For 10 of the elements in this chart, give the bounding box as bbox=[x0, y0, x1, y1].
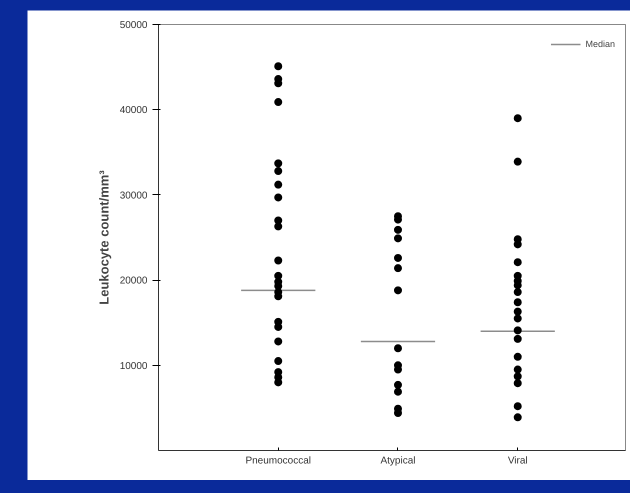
y-axis-title: Leukocyte count/mm³ bbox=[96, 170, 112, 305]
x-tick-label: Viral bbox=[508, 456, 528, 466]
y-tick-label: 20000 bbox=[120, 276, 148, 287]
y-tick-label: 40000 bbox=[120, 105, 148, 116]
y-tick-label: 30000 bbox=[120, 190, 148, 202]
y-tick-label: 10000 bbox=[120, 360, 148, 372]
x-tick-label: Pneumococcal bbox=[245, 456, 312, 466]
x-tick-label: Atypical bbox=[380, 456, 416, 466]
legend-label: Median bbox=[585, 39, 615, 49]
y-tick-label: 50000 bbox=[120, 20, 148, 31]
